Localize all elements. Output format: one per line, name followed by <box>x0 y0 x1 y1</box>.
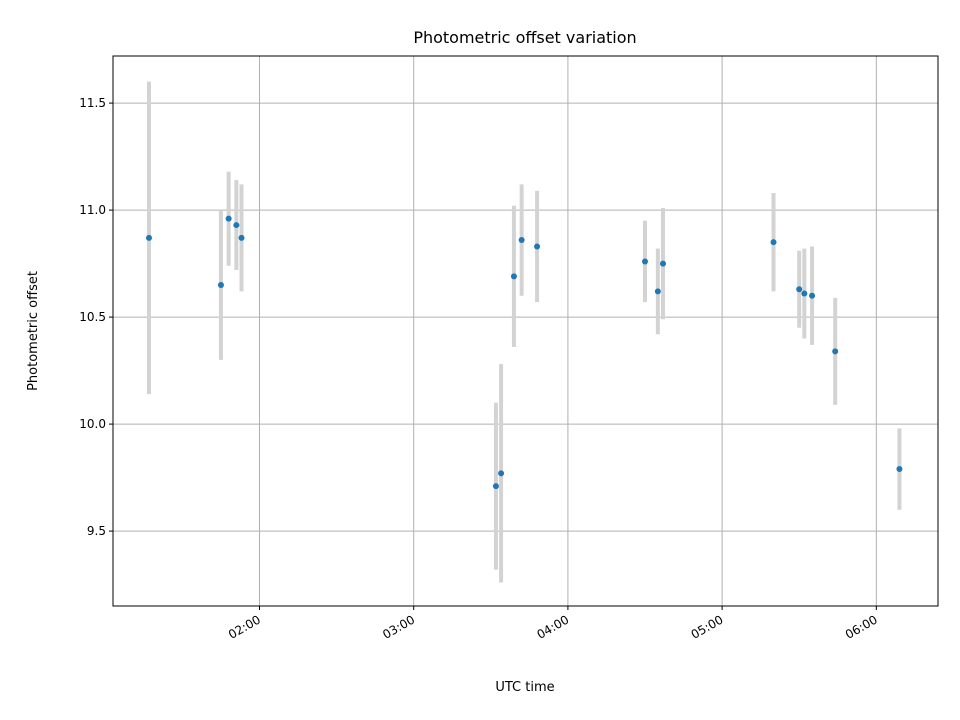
data-point <box>642 258 649 265</box>
data-point <box>225 215 232 222</box>
y-tick-label: 11.5 <box>79 96 106 110</box>
data-point <box>534 243 541 250</box>
y-tick-label: 10.5 <box>79 310 106 324</box>
x-tick-label: 06:00 <box>843 612 880 641</box>
data-point <box>654 288 661 295</box>
y-axis-label: Photometric offset <box>26 271 41 391</box>
x-tick-label: 02:00 <box>226 612 263 641</box>
data-point <box>796 286 803 293</box>
data-point <box>518 237 525 244</box>
data-point <box>801 290 808 297</box>
data-point <box>896 466 903 473</box>
data-point <box>217 281 224 288</box>
data-point <box>660 260 666 267</box>
data-point <box>498 470 505 477</box>
data-point <box>238 234 245 241</box>
data-point <box>145 234 152 241</box>
x-tick-label: 03:00 <box>380 612 417 641</box>
plot-frame <box>112 55 939 607</box>
axis-ticks: 02:00 03:00 04:00 05:00 06:00 9.5 10.0 10.5 11.0… <box>79 96 880 642</box>
data-point <box>832 348 839 355</box>
x-axis-label: UTC time <box>495 680 554 695</box>
grid <box>113 56 938 606</box>
data-point <box>770 239 777 246</box>
y-tick-label: 10.0 <box>79 417 106 431</box>
data-point <box>233 222 240 229</box>
data-points <box>145 215 903 490</box>
chart-title: Photometric offset variation <box>413 28 636 47</box>
data-point <box>809 292 816 299</box>
x-tick-label: 04:00 <box>534 612 571 641</box>
error-bars <box>146 81 902 583</box>
y-tick-label: 11.0 <box>79 203 106 217</box>
data-point <box>510 273 517 280</box>
data-point <box>492 483 499 490</box>
x-tick-label: 05:00 <box>689 612 726 641</box>
y-tick-label: 9.5 <box>87 524 106 538</box>
